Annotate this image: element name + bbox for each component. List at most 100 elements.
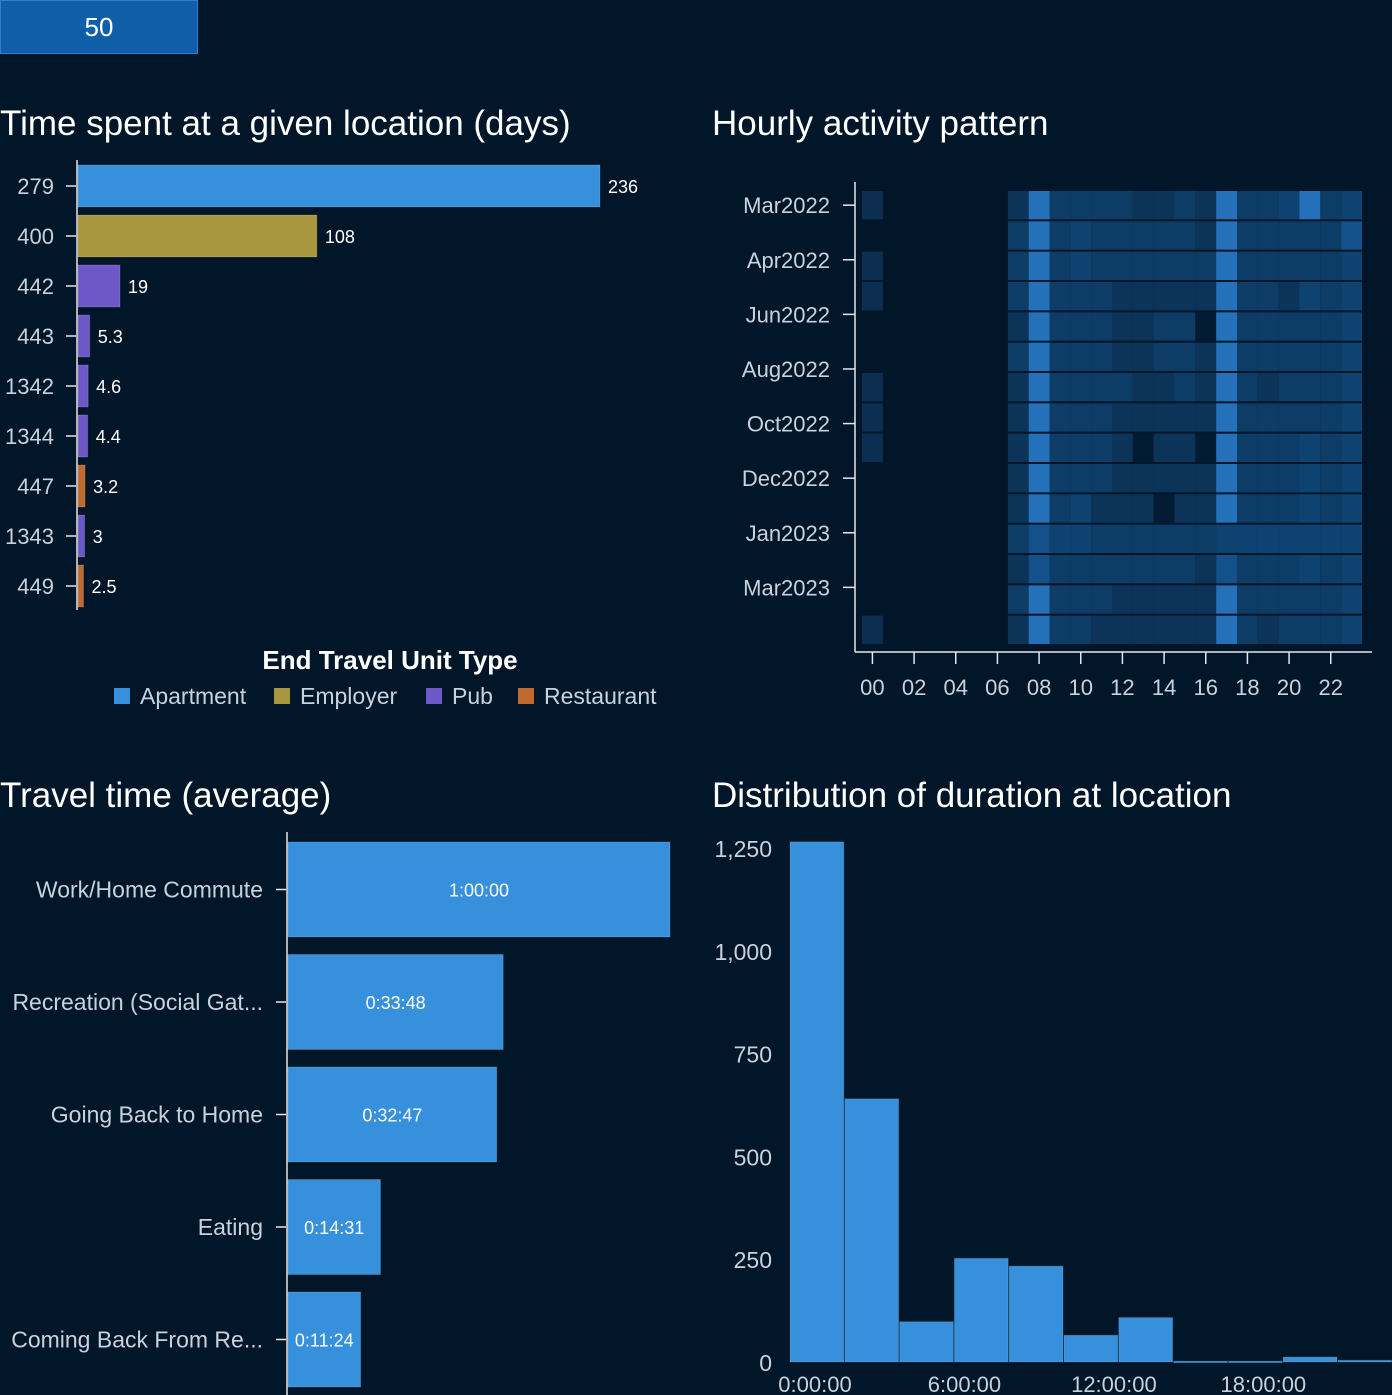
location-time-title: Time spent at a given location (days) <box>0 104 571 143</box>
hourly-x-tick-label: 22 <box>1319 675 1343 700</box>
heatmap-cell <box>1132 464 1154 493</box>
heatmap-cell <box>1070 342 1092 371</box>
heatmap-cell <box>1174 464 1196 493</box>
heatmap-cell <box>1341 373 1362 402</box>
heatmap-cell <box>1091 494 1112 523</box>
location-bar <box>77 214 318 258</box>
heatmap-cell <box>1007 555 1029 584</box>
hourly-x-tick-label: 16 <box>1194 675 1218 700</box>
filter-value-input[interactable]: 50 <box>0 0 198 54</box>
location-category-label: 1343 <box>5 524 54 549</box>
heatmap-cell <box>1237 524 1258 553</box>
heatmap-cell <box>1132 403 1154 432</box>
heatmap-cell <box>1028 342 1050 371</box>
heatmap-cell <box>1257 251 1279 280</box>
heatmap-cell <box>1070 494 1092 523</box>
heatmap-cell <box>1007 282 1029 311</box>
heatmap-cell <box>1007 494 1029 523</box>
hourly-x-tick-label: 10 <box>1069 675 1093 700</box>
heatmap-cell <box>1278 615 1300 644</box>
hourly-x-tick-label: 14 <box>1152 675 1176 700</box>
heatmap-cell <box>1320 282 1342 311</box>
heatmap-cell <box>1341 524 1362 553</box>
heatmap-cell <box>1049 312 1071 341</box>
heatmap-cell <box>1112 433 1133 462</box>
location-bar <box>77 564 85 608</box>
heatmap-cell <box>1028 191 1050 220</box>
heatmap-cell <box>1341 555 1362 584</box>
hourly-x-tick-label: 00 <box>860 675 884 700</box>
duration-y-tick-label: 0 <box>759 1350 772 1376</box>
heatmap-cell <box>1070 524 1092 553</box>
location-category-label: 1344 <box>5 424 54 449</box>
heatmap-cell <box>1028 524 1050 553</box>
heatmap-cell <box>1216 251 1237 280</box>
heatmap-cell <box>1070 251 1092 280</box>
heatmap-cell <box>1216 312 1237 341</box>
heatmap-cell <box>1049 342 1071 371</box>
heatmap-cell <box>1341 464 1362 493</box>
hourly-y-tick-label: Dec2022 <box>742 466 830 491</box>
heatmap-cell <box>1153 342 1175 371</box>
heatmap-cell <box>1278 464 1300 493</box>
heatmap-cell <box>1112 251 1133 280</box>
heatmap-cell <box>1341 251 1362 280</box>
location-bar <box>77 314 91 358</box>
heatmap-cell <box>1174 312 1196 341</box>
heatmap-cell <box>1049 464 1071 493</box>
heatmap-cell <box>1320 221 1342 250</box>
legend-label: Employer <box>300 683 397 709</box>
heatmap-cell <box>1174 191 1196 220</box>
hourly-x-tick-label: 02 <box>902 675 926 700</box>
heatmap-cell <box>1091 342 1112 371</box>
histogram-bar <box>1337 1359 1392 1363</box>
location-bar <box>77 164 601 208</box>
heatmap-cell <box>1091 464 1112 493</box>
heatmap-cell <box>1320 191 1342 220</box>
heatmap-cell <box>1112 373 1133 402</box>
heatmap-cell <box>1257 615 1279 644</box>
heatmap-cell <box>1007 524 1029 553</box>
heatmap-cell <box>1028 403 1050 432</box>
heatmap-cell <box>1028 494 1050 523</box>
heatmap-cell <box>1028 282 1050 311</box>
heatmap-cell <box>1112 464 1133 493</box>
heatmap-cell <box>1091 282 1112 311</box>
duration-y-tick-label: 500 <box>734 1144 772 1170</box>
heatmap-cell <box>1028 464 1050 493</box>
heatmap-cell <box>1049 282 1071 311</box>
heatmap-cell <box>1257 221 1279 250</box>
legend-title: End Travel Unit Type <box>262 645 517 675</box>
heatmap-cell <box>1153 524 1175 553</box>
heatmap-cell <box>1132 342 1154 371</box>
heatmap-cell <box>1195 433 1217 462</box>
heatmap-cell <box>1216 433 1237 462</box>
heatmap-cell <box>1195 494 1217 523</box>
heatmap-cell <box>1174 555 1196 584</box>
heatmap-cell <box>1299 464 1321 493</box>
heatmap-cell <box>1237 373 1258 402</box>
heatmap-cell <box>1028 555 1050 584</box>
heatmap-cell <box>1132 615 1154 644</box>
heatmap-cell <box>1132 585 1154 614</box>
location-bar <box>77 264 121 308</box>
duration-y-tick-label: 1,250 <box>714 836 772 862</box>
heatmap-cell <box>1049 221 1071 250</box>
heatmap-cell <box>862 251 883 280</box>
location-value-label: 5.3 <box>98 327 123 347</box>
travel-category-label: Work/Home Commute <box>36 877 263 903</box>
hourly-pattern-title: Hourly activity pattern <box>712 104 1049 143</box>
heatmap-cell <box>1320 251 1342 280</box>
heatmap-cell <box>1299 524 1321 553</box>
heatmap-cell <box>1070 433 1092 462</box>
heatmap-cell <box>1007 433 1029 462</box>
heatmap-cell <box>1112 524 1133 553</box>
heatmap-cell <box>1174 524 1196 553</box>
heatmap-cell <box>1278 403 1300 432</box>
heatmap-cell <box>1132 312 1154 341</box>
heatmap-cell <box>1070 221 1092 250</box>
heatmap-cell <box>1299 312 1321 341</box>
heatmap-cell <box>1341 312 1362 341</box>
heatmap-cell <box>1195 373 1217 402</box>
heatmap-cell <box>1070 555 1092 584</box>
